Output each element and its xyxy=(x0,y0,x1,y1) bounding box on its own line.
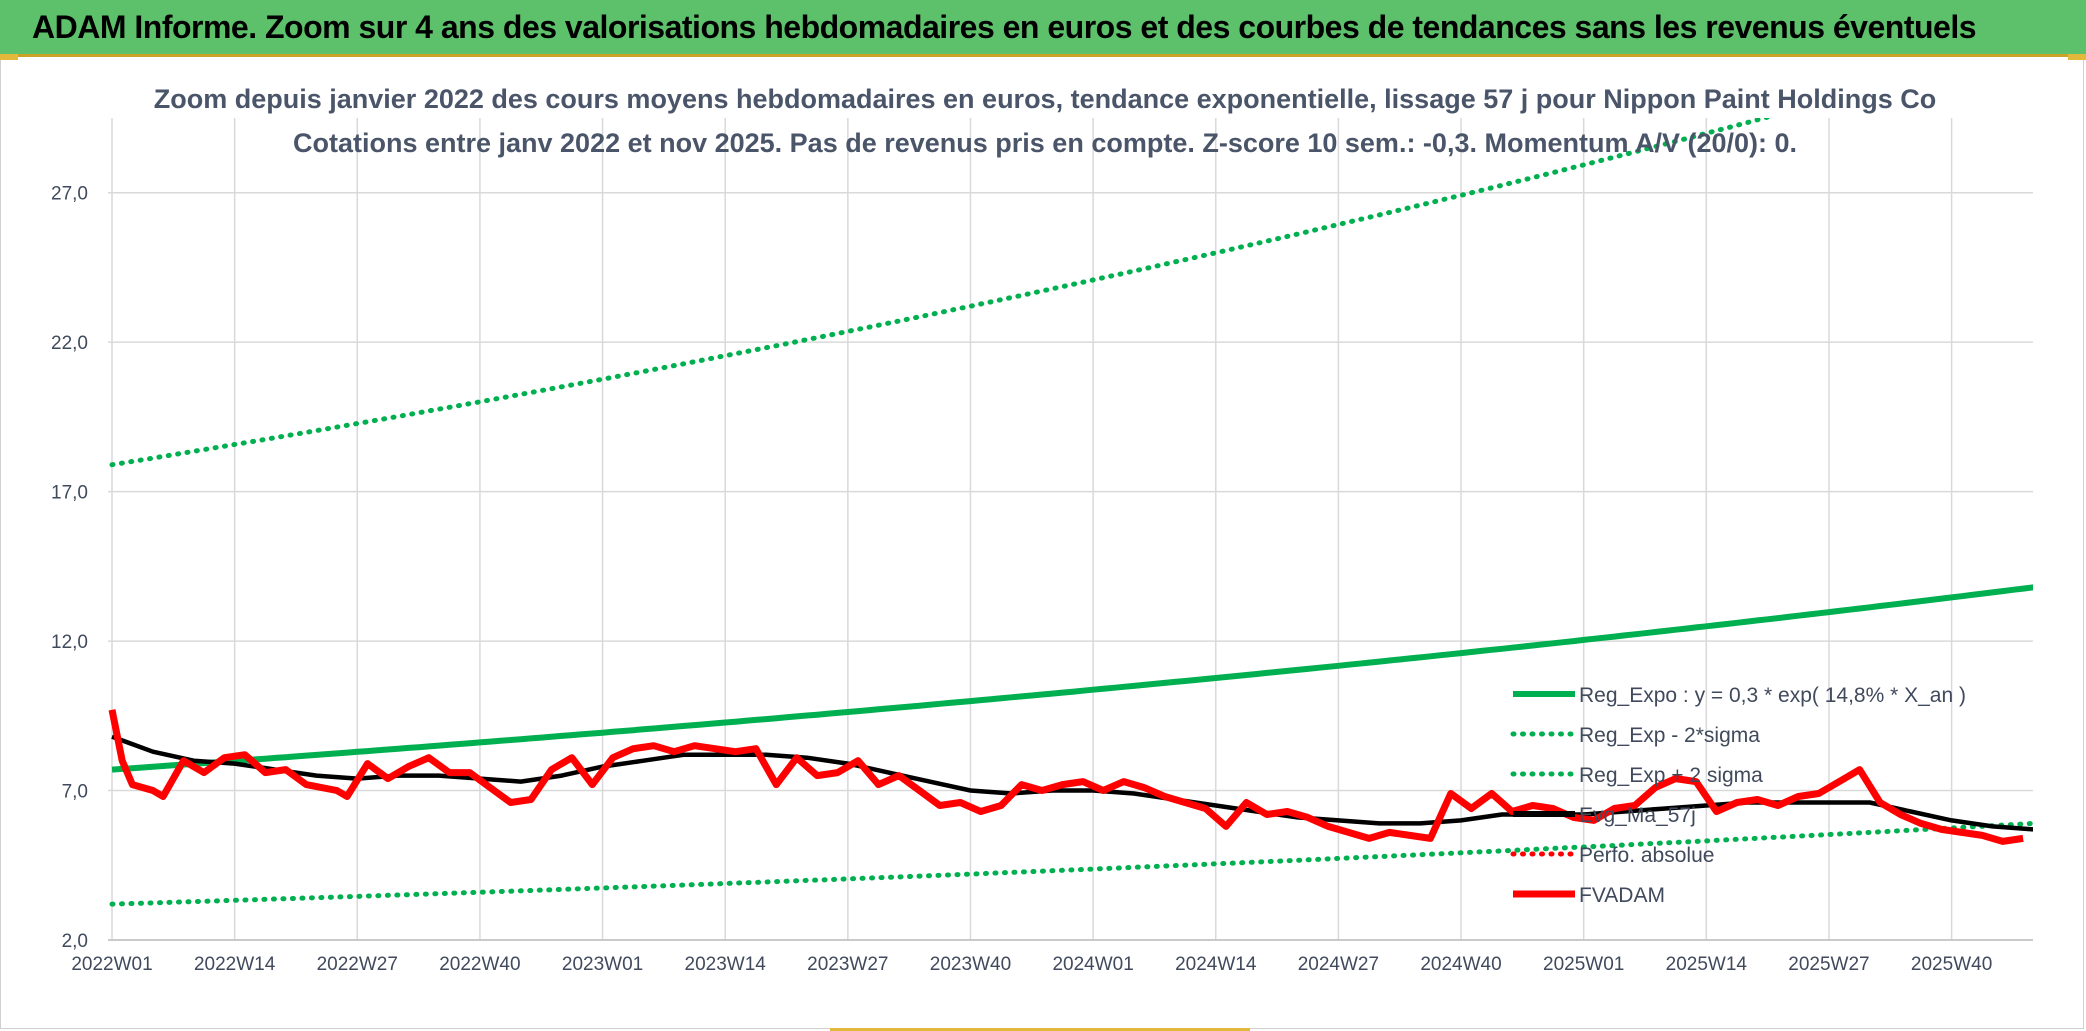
y-tick-label: 22,0 xyxy=(51,333,88,354)
frame-corner-left xyxy=(0,54,18,60)
legend-label: Reg_Exp + 2 sigma xyxy=(1579,764,1763,787)
grid-lines xyxy=(108,118,2033,941)
title-banner: ADAM Informe. Zoom sur 4 ans des valoris… xyxy=(0,0,2086,54)
x-tick-label: 2024W14 xyxy=(1175,954,1257,975)
x-tick-label: 2025W40 xyxy=(1911,954,1992,975)
x-tick-label: 2022W14 xyxy=(194,954,276,975)
chart-legend: Reg_Expo : y = 0,3 * exp( 14,8% * X_an )… xyxy=(1510,684,1966,907)
x-tick-label: 2022W40 xyxy=(439,954,520,975)
legend-label: Reg_Expo : y = 0,3 * exp( 14,8% * X_an ) xyxy=(1579,684,1966,707)
x-tick-label: 2024W27 xyxy=(1298,954,1379,975)
legend-label: Reg_Exp - 2*sigma xyxy=(1579,724,1760,747)
chart-title: Zoom depuis janvier 2022 des cours moyen… xyxy=(154,84,1936,114)
x-tick-label: 2025W14 xyxy=(1666,954,1748,975)
x-tick-label: 2024W40 xyxy=(1420,954,1501,975)
legend-label: Evg_Ma_57j xyxy=(1579,804,1696,827)
series-line-reg-exp-2-sigma xyxy=(109,118,1775,468)
y-tick-label: 27,0 xyxy=(51,184,88,205)
x-tick-label: 2023W01 xyxy=(562,954,643,975)
series-line-fvadam xyxy=(108,709,2024,845)
legend-label: FVADAM xyxy=(1579,884,1665,907)
x-tick-label: 2023W14 xyxy=(685,954,767,975)
y-tick-label: 2,0 xyxy=(62,931,88,952)
chart-subtitle: Cotations entre janv 2022 et nov 2025. P… xyxy=(293,128,1797,158)
x-tick-label: 2022W27 xyxy=(317,954,398,975)
x-tick-label: 2025W27 xyxy=(1788,954,1869,975)
x-tick-label: 2023W27 xyxy=(807,954,888,975)
frame-bottom-strip xyxy=(830,1028,1250,1031)
frame-corner-right xyxy=(2068,54,2086,60)
x-axis-ticks: 2022W01 2022W14 2022W27 2022W40 2023W01 2023W… xyxy=(71,954,1992,975)
series-group xyxy=(108,118,2033,907)
series-line-reg-expo xyxy=(111,584,2033,773)
x-tick-label: 2024W01 xyxy=(1052,954,1133,975)
y-tick-label: 17,0 xyxy=(51,483,88,504)
series-line-reg-exp-2-sigma xyxy=(109,820,2033,907)
y-tick-label: 12,0 xyxy=(51,632,88,653)
y-tick-label: 7,0 xyxy=(62,782,88,803)
x-tick-label: 2022W01 xyxy=(71,954,152,975)
y-axis-ticks: 2,0 7,0 12,0 17,0 22,0 27,0 xyxy=(51,184,88,952)
legend-label: Perfo. absolue xyxy=(1579,844,1714,867)
banner-title: ADAM Informe. Zoom sur 4 ans des valoris… xyxy=(32,8,1977,45)
x-tick-label: 2025W01 xyxy=(1543,954,1624,975)
x-tick-label: 2023W40 xyxy=(930,954,1011,975)
